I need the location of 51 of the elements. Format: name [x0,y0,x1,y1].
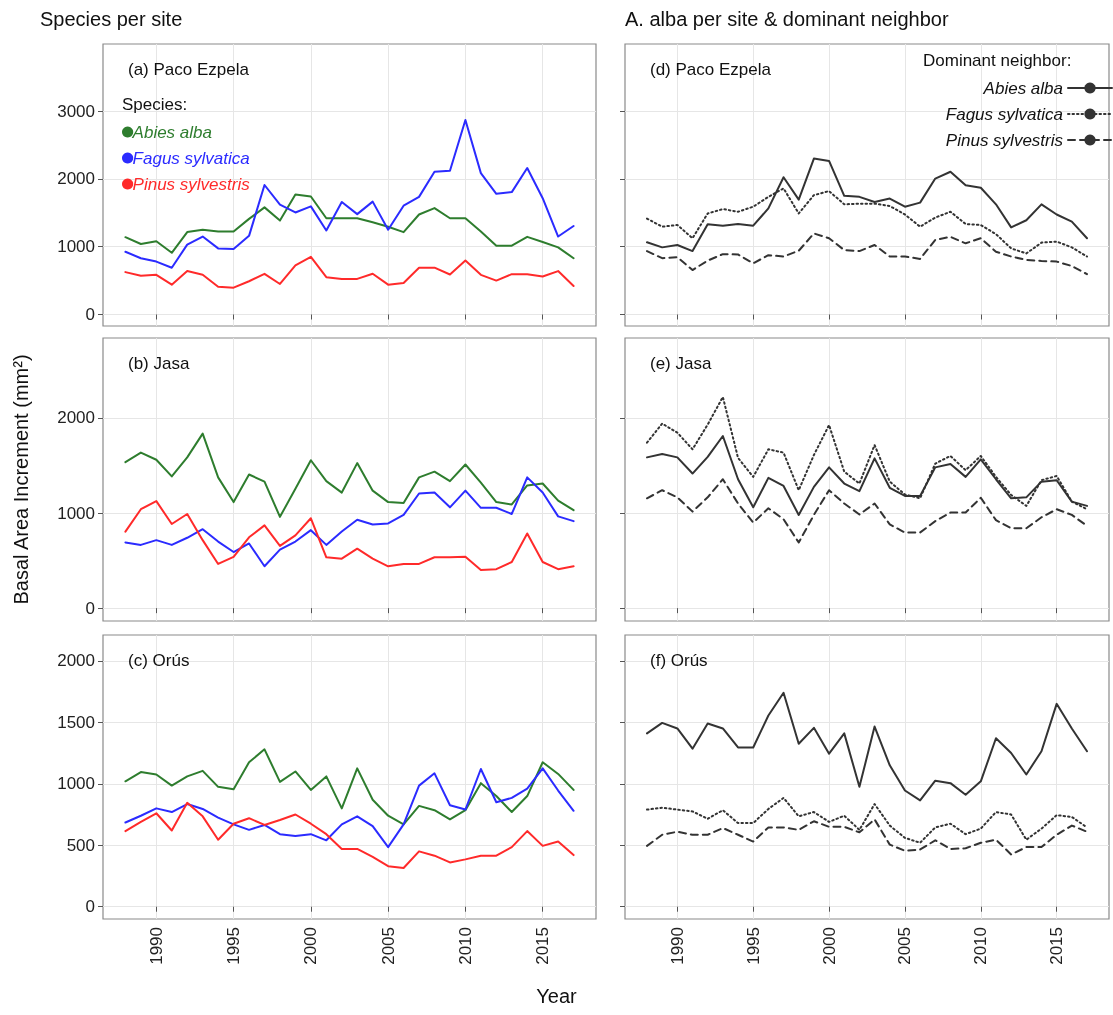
legend-label: Pinus sylvestris [132,174,251,194]
y-tick-label: 1000 [57,774,95,794]
x-tick-label: 2010 [455,927,475,965]
text: (c) Orús [128,651,190,670]
text: (a) Paco Ezpela [128,60,250,79]
y-tick-label: 1500 [57,712,95,732]
x-tick-label: 2010 [971,927,991,965]
line-series [124,193,575,260]
y-tick-label: 0 [85,897,95,917]
y-tick-label: 1000 [57,503,95,523]
x-tick-label: 2005 [895,927,915,965]
line-series [124,255,575,289]
y-tick-label: 2000 [57,169,95,189]
y-axis-title: Basal Area Increment (mm²) [10,354,32,605]
line-series [124,748,575,826]
y-tick-label: 2000 [57,651,95,671]
x-tick-label: 2000 [819,927,839,965]
legend-title: Species: [122,95,188,114]
text: Species per site [40,8,183,31]
line-series [124,767,575,849]
text: (d) Paco Ezpela [650,60,772,79]
line-series [124,432,575,518]
x-tick-label: 2015 [533,927,553,965]
x-tick-label: 1990 [146,927,166,965]
y-tick-label: 0 [85,304,95,324]
text: (f) Orús [650,651,708,670]
x-tick-label: 1995 [224,927,244,965]
line-series [124,118,575,269]
y-tick-label: 0 [85,598,95,618]
x-tick-label: 1995 [743,927,763,965]
legend-label: Fagus sylvatica [945,104,1063,124]
text: (e) Jasa [650,354,712,373]
line-series [124,500,575,572]
y-tick-label: 1000 [57,237,95,257]
x-tick-label: 1990 [667,927,687,965]
legend-label: Pinus sylvestris [945,130,1064,150]
y-tick-label: 3000 [57,101,95,121]
x-tick-label: 2005 [378,927,398,965]
line-series [124,801,575,869]
x-tick-label: 2015 [1047,927,1067,965]
legend-label: Fagus sylvatica [132,148,250,168]
legend-title: Dominant neighbor: [923,51,1072,70]
y-tick-label: 500 [66,835,95,855]
y-tick-label: 2000 [57,408,95,428]
legend-label: Abies alba [131,122,212,142]
x-axis-title: Year [535,985,578,1008]
x-tick-label: 2000 [301,927,321,965]
line-series [124,476,575,568]
text: A. alba per site & dominant neighbor [625,8,949,31]
legend-label: Abies alba [982,78,1063,98]
text: (b) Jasa [128,354,190,373]
